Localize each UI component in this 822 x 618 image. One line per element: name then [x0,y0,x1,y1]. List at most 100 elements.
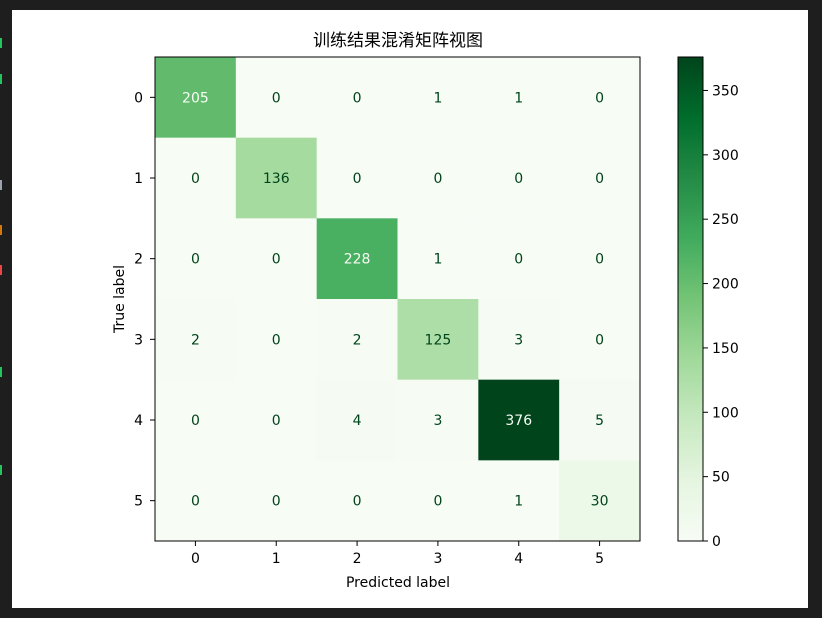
heatmap-cell-r0-c2 [316,57,398,139]
heatmap-cell-r5-c0 [155,460,237,542]
cell-value-r0-c5: 0 [595,90,604,106]
cell-value-r0-c2: 0 [353,90,362,106]
heatmap-cell-r0-c0 [155,57,237,139]
heatmap-cell-r4-c4 [478,379,560,461]
heatmap-cell-r5-c3 [397,460,479,542]
y-tick-label-1: 1 [134,171,143,187]
cell-value-r3-c2: 2 [353,332,362,348]
cell-value-r2-c1: 0 [272,252,281,268]
y-tick-label-0: 0 [134,90,143,106]
colorbar-tick-label-300: 300 [712,148,739,164]
colorbar-tick-label-350: 350 [712,83,739,99]
cell-value-r3-c4: 3 [514,332,523,348]
cell-value-r4-c0: 0 [191,413,200,429]
heatmap-cell-r1-c1 [235,137,318,219]
plot-frame [154,56,641,542]
colorbar-tick-label-150: 150 [712,341,739,357]
cell-value-r3-c0: 2 [191,332,200,348]
heatmap-cell-r4-c5 [559,379,641,461]
heatmap-cell-r1-c2 [316,137,398,219]
cell-value-r1-c4: 0 [514,171,523,187]
heatmap-cell-r0-c3 [397,57,479,139]
edge-mark-7 [0,465,2,475]
x-tick-label-3: 3 [433,551,442,567]
chart-title: 训练结果混淆矩阵视图 [313,31,483,51]
edge-mark-6 [0,367,2,377]
heatmap-cell-r2-c5 [559,218,641,300]
colorbar-ticks: 0 50 100 150 200 250 300 350 [703,83,739,550]
x-tick-label-5: 5 [595,551,604,567]
heatmap-cell-r0-c1 [235,57,318,139]
heatmap-cell-r3-c0 [155,299,237,381]
edge-mark-2 [0,74,2,84]
heatmap-cell-r3-c2 [316,299,398,381]
cell-value-r5-c4: 1 [514,494,523,510]
x-tick-label-4: 4 [514,551,523,567]
heatmap-cell-r5-c4 [478,460,560,542]
colorbar-tick-label-250: 250 [712,212,739,228]
heatmap-cell-r5-c5 [559,460,641,542]
y-axis-ticks: 0 1 2 3 4 5 [134,90,155,510]
cell-value-r4-c4: 376 [505,413,532,429]
y-tick-label-4: 4 [134,413,143,429]
heatmap-cells [155,57,641,542]
edge-mark-4 [0,225,2,235]
heatmap-cell-r0-c4 [478,57,560,139]
heatmap-cell-r1-c5 [559,137,641,219]
x-tick-label-2: 2 [353,551,362,567]
cell-value-r2-c2: 228 [344,252,371,268]
heatmap-cell-r3-c5 [559,299,641,381]
heatmap-cell-r2-c4 [478,218,560,300]
edge-mark-1 [0,38,2,48]
colorbar [677,56,704,542]
heatmap-cell-r3-c4 [478,299,560,381]
cell-value-r0-c4: 1 [514,90,523,106]
cell-value-r2-c3: 1 [433,252,442,268]
heatmap-cell-r2-c3 [397,218,479,300]
heatmap-cell-r3-c1 [235,299,318,381]
colorbar-tick-label-0: 0 [712,534,721,550]
heatmap-cell-r1-c4 [478,137,560,219]
edge-mark-3 [0,180,2,190]
cell-value-r0-c3: 1 [433,90,442,106]
cell-value-r3-c5: 0 [595,332,604,348]
heatmap-cell-r2-c2 [316,218,398,300]
cell-value-r0-c1: 0 [272,90,281,106]
heatmap-cell-r2-c1 [235,218,318,300]
heatmap-cell-r4-c0 [155,379,237,461]
figure-canvas: 训练结果混淆矩阵视图 205 0 0 1 1 0 0 136 0 0 0 0 0 0 228 1 0 0 2 0 2 12… [12,10,808,608]
colorbar-tick-label-200: 200 [712,277,739,293]
y-tick-label-5: 5 [134,494,143,510]
cell-value-r1-c3: 0 [433,171,442,187]
cell-value-r4-c3: 3 [433,413,442,429]
heatmap-cell-r1-c3 [397,137,479,219]
heatmap-cell-r4-c2 [316,379,398,461]
cell-value-r5-c5: 30 [591,494,609,510]
cell-value-r2-c0: 0 [191,252,200,268]
x-tick-label-0: 0 [191,551,200,567]
y-tick-label-2: 2 [134,252,143,268]
cell-value-r1-c2: 0 [353,171,362,187]
cell-value-r2-c4: 0 [514,252,523,268]
heatmap-cell-labels: 205 0 0 1 1 00 136 0 0 0 00 0 228 1 0 02 0 2 125 3 00 0 4 3 376 5… [182,90,608,509]
edge-mark-5 [0,265,2,275]
colorbar-tick-label-100: 100 [712,405,739,421]
cell-value-r3-c1: 0 [272,332,281,348]
confusion-matrix-chart: 训练结果混淆矩阵视图 205 0 0 1 1 00 136 0 0 0 00 0 228 1 0 02 0 2 12… [112,31,739,591]
x-tick-label-1: 1 [272,551,281,567]
heatmap-cell-r5-c2 [316,460,398,542]
heatmap-cell-r1-c0 [155,137,237,219]
heatmap-cell-r5-c1 [235,460,318,542]
cell-value-r1-c0: 0 [191,171,200,187]
cell-value-r1-c1: 136 [263,171,290,187]
cell-value-r4-c5: 5 [595,413,604,429]
heatmap-cell-r4-c3 [397,379,479,461]
cell-value-r5-c3: 0 [433,494,442,510]
y-axis-label: True label [112,265,128,334]
x-axis-ticks: 0 1 2 3 4 5 [191,541,604,567]
heatmap-cell-r4-c1 [235,379,318,461]
x-axis-label: Predicted label [346,575,450,591]
heatmap-cell-r2-c0 [155,218,237,300]
cell-value-r5-c1: 0 [272,494,281,510]
heatmap-cell-r0-c5 [559,57,641,139]
